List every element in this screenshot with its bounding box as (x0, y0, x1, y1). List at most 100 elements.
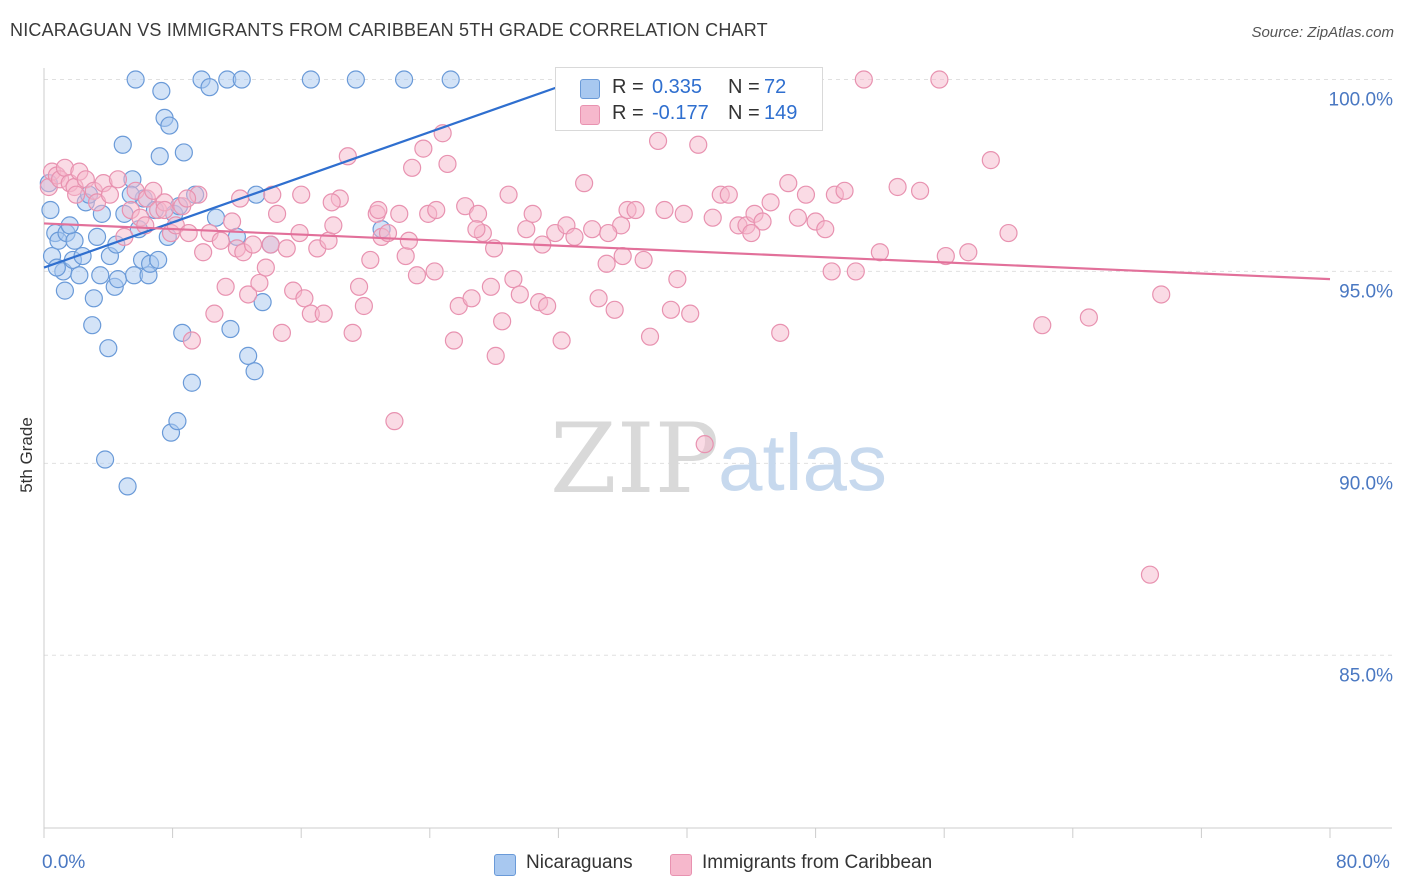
caribbean-point (272, 323, 292, 342)
nicaraguans-point (150, 147, 169, 166)
caribbean-point (468, 204, 488, 223)
caribbean-point (589, 289, 608, 308)
caribbean-point (182, 331, 201, 350)
nicaraguans-point (99, 339, 118, 358)
caribbean-point (822, 262, 841, 281)
caribbean-point (661, 300, 681, 319)
caribbean-point (256, 258, 275, 277)
y-tick-label: 95.0% (1339, 281, 1393, 302)
caribbean-point (144, 181, 163, 200)
caribbean-point (322, 193, 341, 212)
nicaraguans-point (206, 208, 226, 227)
caribbean-point (930, 70, 949, 89)
caribbean-point (1079, 308, 1098, 327)
caribbean-point (689, 135, 708, 154)
caribbean-point (155, 200, 174, 220)
caribbean-point (462, 289, 481, 308)
caribbean-point (179, 223, 198, 243)
caribbean-point (211, 231, 230, 250)
caribbean-point (597, 254, 616, 273)
caribbean-point (816, 220, 835, 239)
caribbean-point (399, 231, 419, 250)
series-legend: Nicaraguans Immigrants from Caribbean (0, 852, 1406, 878)
legend-swatch-blue (494, 854, 516, 876)
caribbean-point (742, 223, 761, 243)
caribbean-point (243, 235, 263, 254)
nicaraguans-point (160, 116, 179, 135)
caribbean-point (349, 277, 369, 296)
caribbean-point (414, 139, 433, 158)
legend-n-label: N = (728, 102, 760, 124)
caribbean-trend-line (43, 222, 1331, 281)
nicaraguans-point (168, 412, 187, 431)
caribbean-point (67, 185, 86, 204)
caribbean-point (613, 246, 632, 266)
nicaraguans-point (221, 319, 240, 339)
caribbean-point (626, 200, 645, 220)
caribbean-point (981, 151, 1000, 170)
caribbean-point (788, 208, 808, 227)
caribbean-point (936, 246, 955, 266)
nicaraguans-point (108, 270, 128, 289)
nicaraguans-point (65, 231, 84, 250)
nicaraguans-trend-line (43, 78, 580, 269)
caribbean-point (846, 262, 865, 281)
caribbean-point (390, 204, 409, 223)
nicaraguans-point (174, 143, 193, 162)
caribbean-point (510, 285, 529, 304)
caribbean-point (396, 246, 415, 266)
nicaraguans-point (232, 70, 251, 89)
caribbean-point (753, 212, 772, 231)
nicaraguans-point (91, 266, 110, 285)
caribbean-point (648, 131, 668, 151)
nicaraguans-point (245, 362, 264, 381)
legend-r-value: 0.335 (652, 76, 703, 98)
caribbean-point (999, 223, 1018, 243)
nicaraguans-point (55, 281, 74, 300)
caribbean-point (959, 243, 978, 262)
caribbean-point (292, 185, 311, 204)
caribbean-point (771, 323, 790, 342)
caribbean-point (719, 185, 738, 204)
caribbean-point (407, 266, 427, 285)
caribbean-point (194, 243, 213, 262)
nicaraguans-point (70, 266, 89, 285)
caribbean-point (250, 273, 269, 293)
caribbean-point (538, 296, 557, 316)
y-axis-label: 5th Grade (17, 417, 36, 493)
caribbean-point (493, 312, 512, 331)
legend-row-caribbean: R = -0.177 N = 149 (556, 102, 822, 126)
caribbean-point (599, 223, 618, 243)
legend-label: Nicaraguans (526, 852, 633, 873)
legend-swatch-pink (670, 854, 692, 876)
caribbean-point (681, 304, 700, 323)
nicaraguans-point (346, 70, 365, 89)
caribbean-point (354, 296, 373, 316)
y-tick-label: 90.0% (1339, 473, 1393, 494)
caribbean-point (467, 220, 486, 239)
caribbean-point (655, 200, 674, 220)
caribbean-point (565, 227, 584, 246)
caribbean-point (552, 331, 571, 350)
x-tick-label-min: 0.0% (42, 852, 86, 873)
legend-r-value: -0.177 (652, 102, 709, 124)
y-tick-label: 85.0% (1339, 665, 1393, 686)
caribbean-point (290, 223, 309, 243)
caribbean-point (263, 185, 282, 204)
nicaraguans-point (83, 316, 102, 335)
source-note: Source: ZipAtlas.com (1251, 24, 1394, 41)
nicaraguans-point (253, 293, 272, 312)
data-points (39, 70, 1171, 584)
caribbean-point (361, 250, 380, 270)
caribbean-point (523, 204, 542, 223)
nicaraguans-point (126, 70, 145, 89)
caribbean-point (517, 220, 536, 239)
caribbean-point (779, 174, 798, 193)
caribbean-point (634, 250, 653, 270)
nicaraguans-point (182, 373, 201, 392)
caribbean-point (504, 270, 523, 289)
nicaraguans-point (152, 81, 171, 101)
caribbean-point (425, 262, 444, 281)
caribbean-point (486, 346, 505, 365)
